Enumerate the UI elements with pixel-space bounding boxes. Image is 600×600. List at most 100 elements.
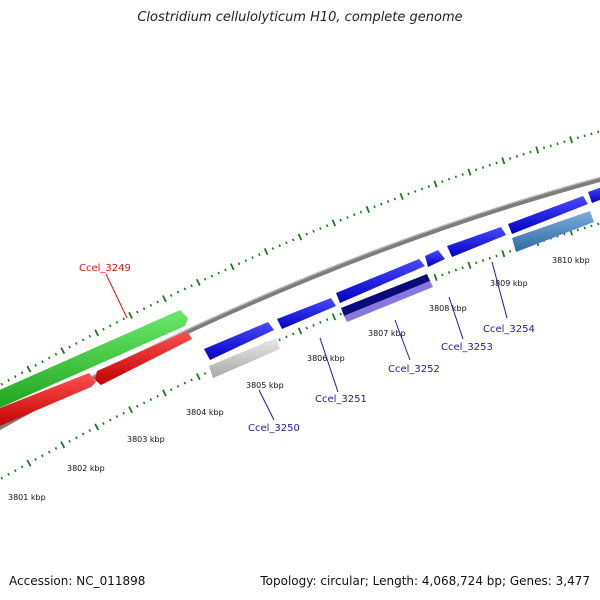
minor-tick [475,261,478,265]
major-tick [297,327,303,335]
minor-tick [122,411,126,415]
minor-tick [20,371,24,375]
minor-tick [576,228,579,232]
minor-tick [108,418,112,422]
major-tick [60,347,66,355]
gene-forward-2 [277,298,336,329]
minor-tick [292,238,295,242]
kbp-label-3807: 3807 kbp [368,329,406,338]
gene-forward-4 [425,250,445,267]
minor-tick [81,338,85,342]
minor-tick [386,200,390,203]
gene-ccel-3250 [209,338,280,378]
leader-ccel-3249 [105,273,128,319]
kbp-label-3805: 3805 kbp [246,381,284,390]
minor-tick [176,384,180,388]
minor-tick [136,310,139,314]
minor-tick [583,226,586,230]
leader-ccel-3250 [258,389,275,421]
gene-label-ccel-3253: Ccel_3253 [441,342,493,353]
minor-tick [54,447,58,450]
major-tick [128,406,133,414]
minor-tick [488,256,491,260]
major-tick [331,219,337,227]
minor-tick [454,268,458,272]
major-tick [433,273,438,282]
minor-tick [210,274,214,278]
major-tick [26,365,32,373]
gene-label-ccel-3251: Ccel_3251 [315,394,367,405]
major-tick [128,311,133,319]
major-tick [399,192,404,201]
minor-tick [244,259,248,263]
major-tick [26,459,32,467]
kbp-label-3802: 3802 kbp [67,464,105,473]
minor-tick [271,247,275,251]
kbp-label-3808: 3808 kbp [429,304,467,313]
major-tick [535,146,540,154]
minor-tick [75,342,78,345]
gene-forward-5 [447,227,506,257]
minor-tick [68,345,71,349]
major-tick [569,136,573,144]
gene-forward-1 [204,322,274,360]
minor-tick [190,284,193,288]
minor-tick [556,142,559,146]
gene-ccel-3254 [512,211,594,252]
genome-backbone-highlight [0,176,600,426]
minor-tick [75,436,78,440]
minor-tick [495,254,498,258]
minor-tick [441,273,444,277]
minor-tick [312,323,315,327]
minor-tick [169,293,173,297]
minor-tick [278,244,281,248]
minor-tick [88,429,92,432]
minor-tick [393,197,397,201]
minor-tick [115,320,119,324]
minor-tick [258,253,261,257]
minor-tick [454,175,458,179]
minor-tick [420,187,424,191]
major-tick [162,295,167,303]
kbp-label-3804: 3804 kbp [186,408,224,417]
minor-tick [475,168,478,172]
minor-tick [414,190,417,193]
minor-tick [529,150,532,154]
minor-tick [285,335,288,339]
minor-tick [156,394,159,398]
minor-tick [441,180,444,183]
map-title: Clostridium cellulolyticum H10, complete… [137,10,463,25]
gene-label-ccel-3249: Ccel_3249 [79,263,131,274]
minor-tick [54,352,58,356]
minor-tick [339,312,342,316]
gene-red-2 [95,331,192,385]
kbp-label-3809: 3809 kbp [490,279,528,288]
minor-tick [149,303,153,307]
minor-tick [190,378,193,382]
minor-tick [461,173,464,176]
minor-tick [488,163,491,167]
minor-tick [542,146,546,150]
minor-tick [305,232,308,236]
major-tick [297,233,303,241]
gene-ccel-3249 [0,310,188,408]
minor-tick [68,439,71,443]
minor-tick [14,469,17,473]
minor-tick [176,290,180,294]
minor-tick [380,202,383,206]
minor-tick [447,271,451,274]
minor-tick [563,140,566,144]
kbp-label-3801: 3801 kbp [8,493,46,502]
major-tick [60,441,66,449]
minor-tick [142,307,146,311]
leader-ccel-3254 [491,261,508,319]
major-tick [94,423,100,431]
leader-ccel-3252 [394,319,411,361]
minor-tick [590,132,593,136]
minor-tick [183,287,187,291]
minor-tick [495,161,498,165]
minor-tick [88,334,92,338]
minor-tick [47,356,51,360]
major-tick [467,168,472,176]
